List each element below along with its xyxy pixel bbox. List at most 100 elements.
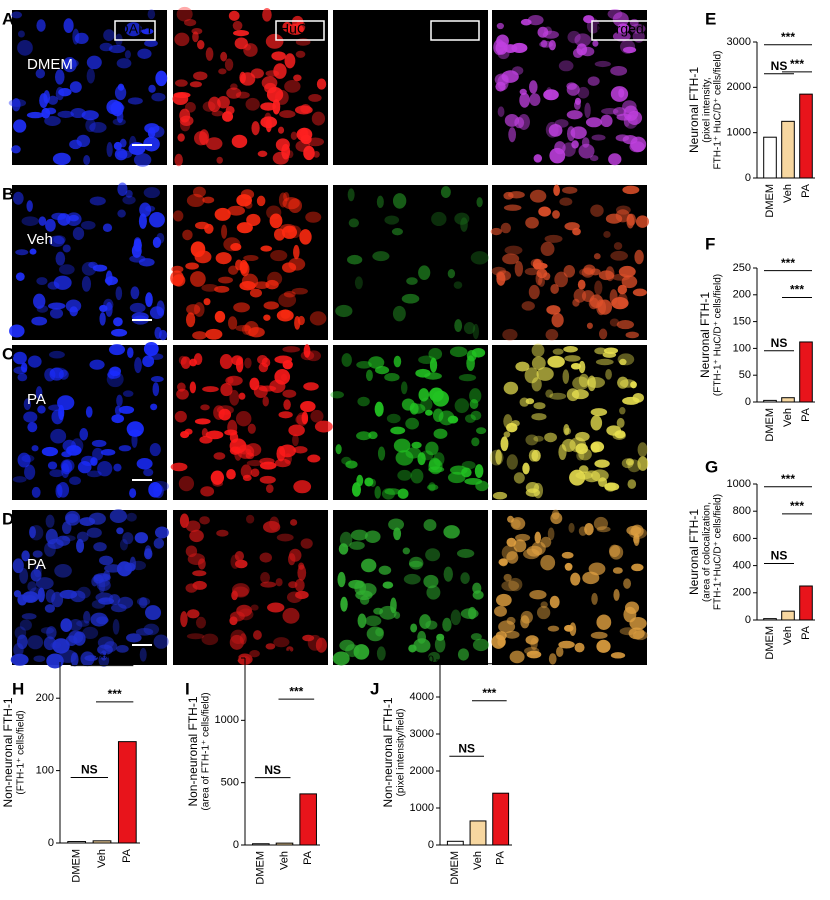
cell xyxy=(568,522,575,533)
significance-label: *** xyxy=(781,30,795,44)
cell xyxy=(57,395,75,411)
cell xyxy=(364,530,381,543)
cell xyxy=(69,476,81,485)
cell xyxy=(27,635,44,650)
cell xyxy=(176,388,189,400)
cell xyxy=(240,464,252,479)
panel-letter: F xyxy=(705,234,715,253)
cell xyxy=(153,538,165,549)
x-tick-label: DMEM xyxy=(764,408,776,442)
cell xyxy=(229,634,244,650)
cell xyxy=(368,431,378,440)
cell xyxy=(397,469,412,481)
cell xyxy=(126,633,142,643)
y-tick-label: 150 xyxy=(733,316,751,328)
cell xyxy=(49,350,65,359)
cell xyxy=(569,622,577,637)
cell xyxy=(604,482,617,492)
cell xyxy=(14,626,27,640)
bar xyxy=(763,618,777,621)
cell xyxy=(631,563,644,572)
cell xyxy=(17,373,28,382)
cell xyxy=(469,399,479,410)
cell xyxy=(210,470,225,485)
cell xyxy=(426,585,441,600)
cell xyxy=(376,195,384,209)
cell xyxy=(567,30,581,44)
cell xyxy=(526,650,542,659)
cell xyxy=(288,424,305,437)
cell xyxy=(89,196,106,206)
cell xyxy=(12,191,24,205)
cell xyxy=(33,655,46,662)
cell xyxy=(47,461,58,470)
cell xyxy=(290,519,298,526)
cell xyxy=(246,459,264,467)
cell xyxy=(144,39,158,48)
cell xyxy=(147,9,156,20)
cell xyxy=(508,127,517,143)
cell xyxy=(81,110,99,121)
cell xyxy=(154,326,162,340)
cell xyxy=(501,545,518,561)
cell xyxy=(246,213,261,227)
cell xyxy=(613,242,623,250)
cell xyxy=(244,321,259,337)
cell xyxy=(614,430,626,439)
cell xyxy=(171,265,184,273)
cell xyxy=(54,69,65,85)
cell xyxy=(185,262,199,270)
channel-label: DAPI xyxy=(119,21,152,37)
cell xyxy=(69,139,82,150)
cell xyxy=(497,106,505,117)
cell xyxy=(592,40,599,47)
cell xyxy=(139,647,147,662)
cell xyxy=(129,556,137,571)
cell xyxy=(526,545,543,557)
cell xyxy=(440,186,451,199)
micrograph xyxy=(9,182,168,341)
cell xyxy=(270,249,288,262)
cell xyxy=(27,422,38,433)
cell xyxy=(256,195,266,207)
cell xyxy=(525,398,535,405)
y-tick-label: 600 xyxy=(733,532,751,544)
y-axis-note: (FTH-1⁺ HuC/D⁺ cells/field) xyxy=(713,274,724,396)
cell xyxy=(19,568,29,584)
cell xyxy=(345,644,360,658)
cell xyxy=(58,264,75,275)
cell xyxy=(173,92,191,99)
panel-letter: D xyxy=(2,509,14,528)
cell xyxy=(637,442,648,457)
cell xyxy=(600,114,613,128)
cell xyxy=(575,431,590,442)
cell xyxy=(65,212,82,226)
cell xyxy=(13,366,28,375)
significance-label: NS xyxy=(771,549,788,563)
cell xyxy=(577,86,590,99)
cell xyxy=(91,439,107,447)
bar xyxy=(763,399,777,403)
cell xyxy=(357,396,370,407)
cell xyxy=(529,80,538,94)
cell xyxy=(77,586,91,599)
cell xyxy=(475,480,489,492)
cell xyxy=(232,20,243,31)
cell xyxy=(174,153,183,167)
cell xyxy=(99,42,113,52)
cell xyxy=(433,428,448,439)
cell xyxy=(584,522,594,536)
cell xyxy=(287,553,296,566)
cell xyxy=(405,447,422,459)
cell xyxy=(504,630,520,639)
cell xyxy=(216,529,229,537)
cell xyxy=(253,385,268,399)
cell xyxy=(470,633,482,641)
significance-label: *** xyxy=(790,499,804,513)
cell xyxy=(341,456,352,465)
y-tick-label: 800 xyxy=(733,505,751,517)
cell xyxy=(233,29,250,37)
cell xyxy=(79,517,96,526)
y-axis-label: Non-neuronal FTH-1 xyxy=(186,696,200,806)
y-axis-note: FTH-1⁺HuC/D⁺ cells/field) xyxy=(713,494,724,610)
